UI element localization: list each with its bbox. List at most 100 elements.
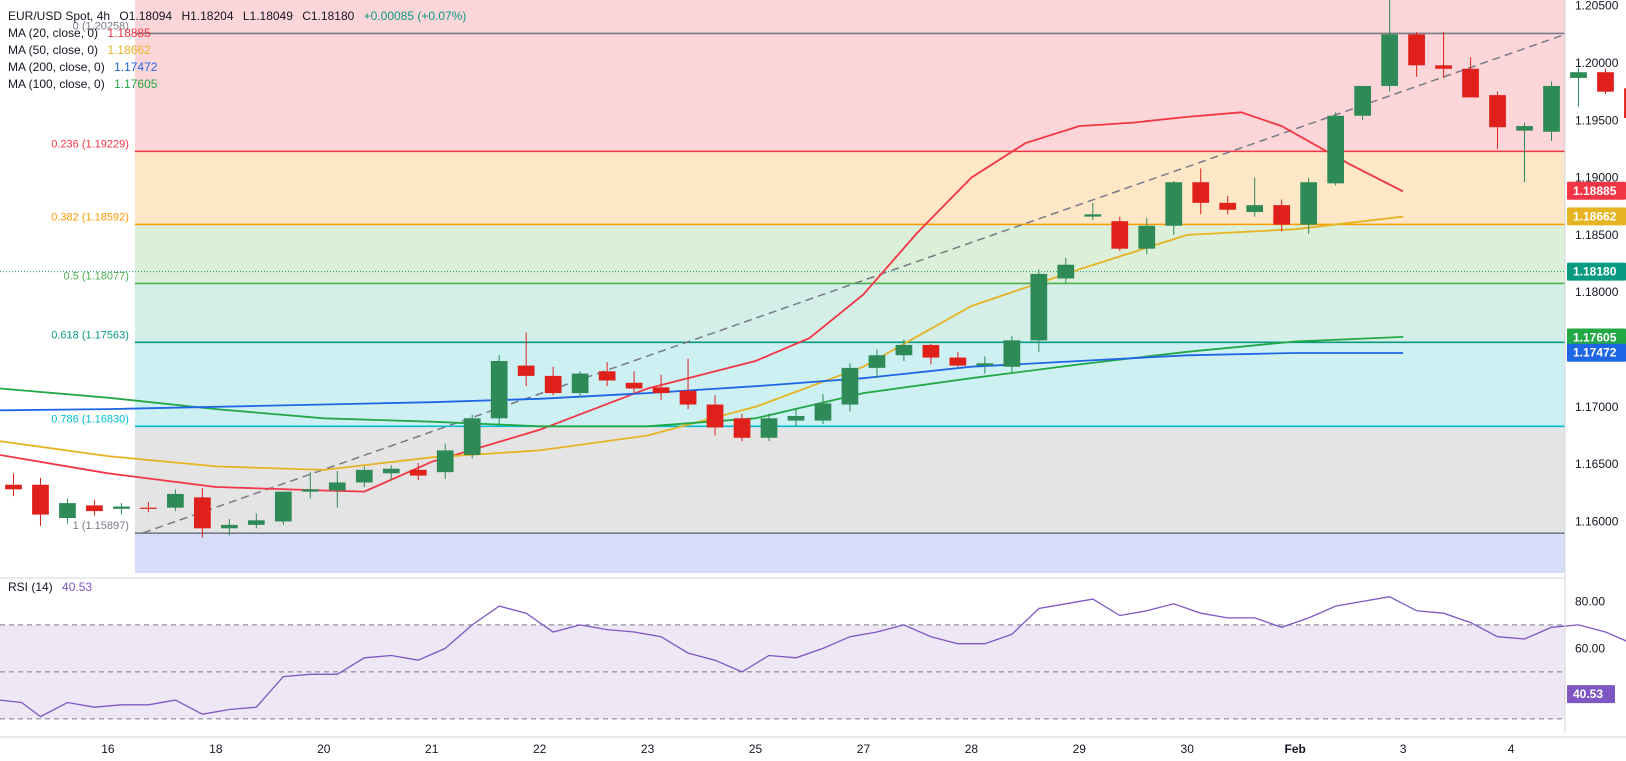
candle xyxy=(1624,88,1626,119)
candle-body xyxy=(140,507,157,509)
rsi-value-tag: 40.53 xyxy=(1567,685,1615,704)
candle xyxy=(409,462,427,481)
time-tick-label: 23 xyxy=(641,742,655,756)
candle-body xyxy=(1543,85,1560,132)
price-tag-bg xyxy=(1567,262,1626,281)
candle xyxy=(922,343,940,365)
candle xyxy=(1570,67,1587,107)
fib-level-label: 0 (1.20258) xyxy=(73,20,129,32)
fib-level-label: 0.382 (1.18592) xyxy=(51,211,129,223)
price-tag: 1.18885 xyxy=(1567,181,1626,200)
candle-body xyxy=(517,365,535,376)
candle xyxy=(1111,216,1129,251)
candle-body xyxy=(1165,182,1183,226)
fib-zone xyxy=(134,426,1565,534)
moving-average-line xyxy=(0,215,1404,471)
candle-body xyxy=(5,484,22,490)
price-tick-label: 1.18500 xyxy=(1575,228,1619,242)
candle-body xyxy=(625,382,643,389)
price-tag: 1.18662 xyxy=(1567,207,1626,226)
candle xyxy=(841,363,859,412)
rsi-value-tag-bg xyxy=(1567,685,1615,704)
candle xyxy=(355,466,373,488)
price-tick-label: 1.18000 xyxy=(1575,285,1619,299)
time-tick-label: 29 xyxy=(1073,742,1087,756)
candle xyxy=(220,519,238,536)
candle-body xyxy=(490,360,508,419)
candle-body xyxy=(1516,126,1533,131)
ma100-label: MA (100, close, 0) xyxy=(8,77,105,91)
candle-body xyxy=(922,344,940,358)
rsi-band-fill xyxy=(0,624,1565,719)
time-tick-label: Feb xyxy=(1285,742,1306,756)
price-panel[interactable]: 0 (1.20258) 0.236 (1.19229) 0.382 (1.18592… xyxy=(0,0,1626,573)
candle-body xyxy=(868,355,886,368)
ma200-label: MA (200, close, 0) xyxy=(8,60,105,74)
ma20-legend: MA (20, close, 0) 1.18885 xyxy=(8,25,157,41)
candle xyxy=(1300,177,1318,234)
candle xyxy=(301,472,319,499)
candle xyxy=(814,394,832,425)
price-tick-label: 1.20500 xyxy=(1575,0,1619,13)
time-tick-label: 27 xyxy=(857,742,871,756)
rsi-tick-label: 60.00 xyxy=(1575,641,1605,655)
candle xyxy=(1084,202,1102,221)
candle-body xyxy=(382,468,400,474)
time-tick-label: 25 xyxy=(749,742,763,756)
candle xyxy=(571,371,589,398)
candle-body xyxy=(706,404,724,428)
fib-level-label: 0.618 (1.17563) xyxy=(51,329,129,341)
candle xyxy=(490,355,508,425)
time-tick-label: 22 xyxy=(533,742,547,756)
candle xyxy=(652,374,670,400)
candle xyxy=(1435,32,1452,78)
price-tag: 1.17472 xyxy=(1567,343,1626,362)
candle xyxy=(517,332,535,387)
time-tick-label: 28 xyxy=(965,742,979,756)
candle-body xyxy=(1354,85,1371,116)
price-tag: 1.17605 xyxy=(1567,328,1626,347)
symbol-title: EUR/USD Spot, 4h xyxy=(8,9,111,23)
price-tick-label: 1.16500 xyxy=(1575,457,1619,471)
candle xyxy=(328,471,346,508)
candle-body xyxy=(436,450,454,473)
ma50-legend: MA (50, close, 0) 1.18662 xyxy=(8,42,157,58)
candle-body xyxy=(1111,221,1129,249)
candle xyxy=(1462,57,1479,98)
price-tick-label: 1.17000 xyxy=(1575,400,1619,414)
rsi-line xyxy=(0,596,1626,718)
candle-body xyxy=(1246,205,1264,213)
price-tag-text: 1.17605 xyxy=(1573,330,1617,344)
candle-body xyxy=(1192,182,1210,203)
fib-zone-top xyxy=(134,0,1565,34)
ma100-value: 1.17605 xyxy=(114,77,158,91)
candle-body xyxy=(113,506,130,509)
moving-average-line xyxy=(0,352,1404,412)
candle xyxy=(895,339,913,361)
price-tag-bg xyxy=(1567,207,1626,226)
ohlc-low: L1.18049 xyxy=(242,9,293,23)
candle-body xyxy=(760,418,778,438)
candle-body xyxy=(301,489,319,492)
candle-body xyxy=(1003,340,1021,367)
candle xyxy=(113,503,130,515)
candle xyxy=(1219,195,1237,215)
candle-body xyxy=(598,371,616,381)
candle xyxy=(949,351,967,367)
ma100-legend: MA (100, close, 0) 1.17605 xyxy=(8,76,163,92)
price-tag-bg xyxy=(1567,181,1626,200)
candle-body xyxy=(220,524,238,529)
candle xyxy=(382,465,400,481)
candle-body xyxy=(652,387,670,394)
moving-average-line xyxy=(0,336,1404,428)
candle xyxy=(194,488,211,538)
ma200-legend: MA (200, close, 0) 1.17472 xyxy=(8,59,163,75)
candle-body xyxy=(194,497,211,529)
candle-body xyxy=(1462,68,1479,98)
candle xyxy=(544,366,562,396)
rsi-panel[interactable] xyxy=(0,596,1626,720)
price-tag-text: 1.18662 xyxy=(1573,209,1617,223)
price-tick-label: 1.19500 xyxy=(1575,113,1619,127)
candle-body xyxy=(895,344,913,356)
